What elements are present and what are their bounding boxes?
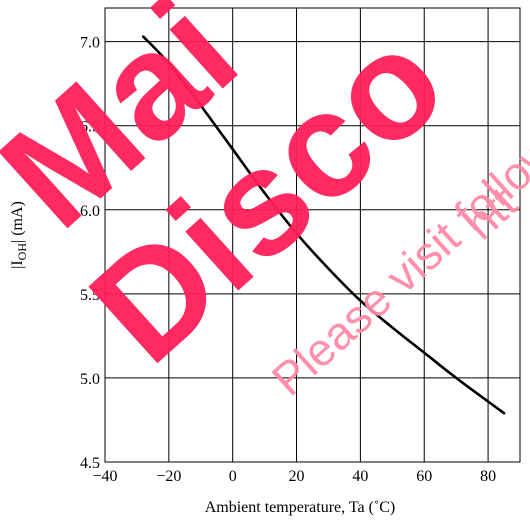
- x-tick-labels: −40 −20 0 20 40 60 80: [92, 468, 496, 485]
- plot-frame: [104, 7, 521, 463]
- x-tick-label: 80: [480, 468, 496, 485]
- y-tick-label: 5.5: [80, 287, 100, 304]
- y-axis-label-tail: | (mA): [9, 201, 26, 243]
- x-axis-label: Ambient temperature, Ta (˚C): [205, 499, 396, 516]
- y-axis-label-main: |I: [9, 260, 26, 269]
- y-axis-label-sub: OH: [15, 243, 29, 261]
- x-tick-label: 20: [289, 468, 305, 485]
- y-axis-label: |IOH| (mA): [9, 201, 29, 269]
- y-tick-label: 6.5: [80, 119, 100, 136]
- y-tick-label: 7.0: [80, 35, 100, 52]
- y-tick-label: 5.0: [80, 371, 100, 388]
- x-tick-label: −40: [92, 468, 117, 485]
- x-tick-label: −20: [156, 468, 181, 485]
- x-tick-label: 40: [352, 468, 368, 485]
- watermark: Mai Disco Please visit follow htt: [0, 0, 530, 405]
- svg-text:|IOH| (mA): |IOH| (mA): [9, 201, 29, 269]
- grid: [104, 7, 521, 463]
- x-tick-label: 60: [416, 468, 432, 485]
- x-tick-label: 0: [229, 468, 237, 485]
- y-tick-label: 4.5: [80, 455, 100, 472]
- y-tick-label: 6.0: [80, 203, 100, 220]
- y-tick-labels: 4.5 5.0 5.5 6.0 6.5 7.0: [80, 35, 100, 472]
- series-line: [142, 35, 506, 415]
